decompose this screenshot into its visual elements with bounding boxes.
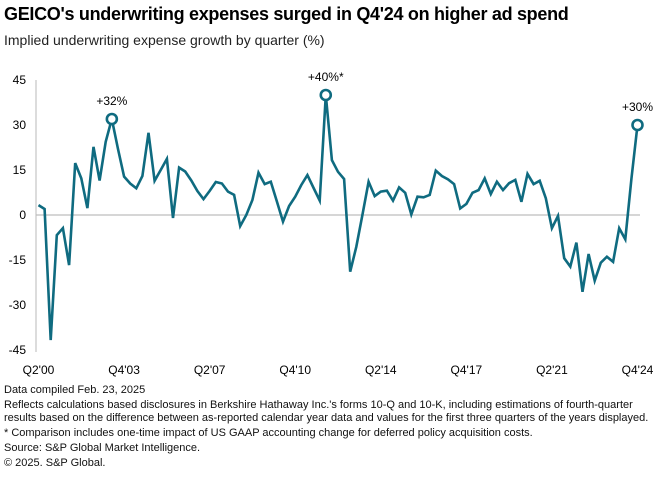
annotation-label: +40%* [308, 70, 344, 84]
series-line [37, 94, 639, 341]
x-tick-label: Q2'14 [365, 363, 397, 377]
annotation-label: +32% [96, 94, 127, 108]
x-tick-label: Q4'03 [108, 363, 140, 377]
methodology-note: Reflects calculations based disclosures … [4, 399, 649, 424]
y-tick-label: 15 [13, 163, 27, 177]
footer-notes: Data compiled Feb. 23, 2025 Reflects cal… [4, 384, 654, 472]
x-tick-label: Q2'21 [536, 363, 568, 377]
x-tick-label: Q2'00 [23, 363, 55, 377]
chart-subtitle: Implied underwriting expense growth by q… [4, 32, 325, 48]
copyright-note: © 2025. S&P Global. [4, 457, 106, 469]
x-tick-label: Q4'24 [622, 363, 654, 377]
annotation-marker [631, 118, 644, 132]
data-compiled-note: Data compiled Feb. 23, 2025 [4, 384, 146, 396]
annotation-marker [105, 112, 119, 126]
y-tick-label: -45 [9, 343, 27, 357]
y-tick-label: 30 [13, 118, 27, 132]
x-tick-label: Q4'17 [451, 363, 483, 377]
x-tick-label: Q2'07 [194, 363, 226, 377]
footnote: * Comparison includes one-time impact of… [4, 427, 533, 439]
y-axis: 45 30 15 0 -15 -30 -45 [9, 73, 37, 357]
y-tick-label: 0 [19, 208, 26, 222]
annotations: +32% +40%* +30% [96, 70, 653, 132]
y-tick-label: -30 [9, 298, 27, 312]
x-tick-label: Q4'10 [279, 363, 311, 377]
annotation-label: +30% [622, 100, 653, 114]
y-tick-label: 45 [13, 73, 27, 87]
y-tick-label: -15 [9, 253, 27, 267]
annotation-marker [319, 88, 333, 102]
chart-title: GEICO's underwriting expenses surged in … [4, 4, 569, 24]
source-note: Source: S&P Global Market Intelligence. [4, 442, 201, 454]
series-line-group [37, 94, 639, 341]
x-axis: Q2'00 Q4'03 Q2'07 Q4'10 Q2'14 Q4'17 Q2'21 Q4'24 [23, 363, 654, 377]
